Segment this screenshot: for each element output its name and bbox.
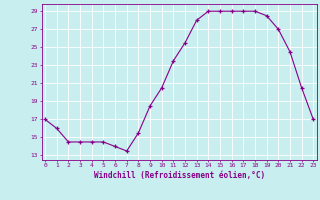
- X-axis label: Windchill (Refroidissement éolien,°C): Windchill (Refroidissement éolien,°C): [94, 171, 265, 180]
